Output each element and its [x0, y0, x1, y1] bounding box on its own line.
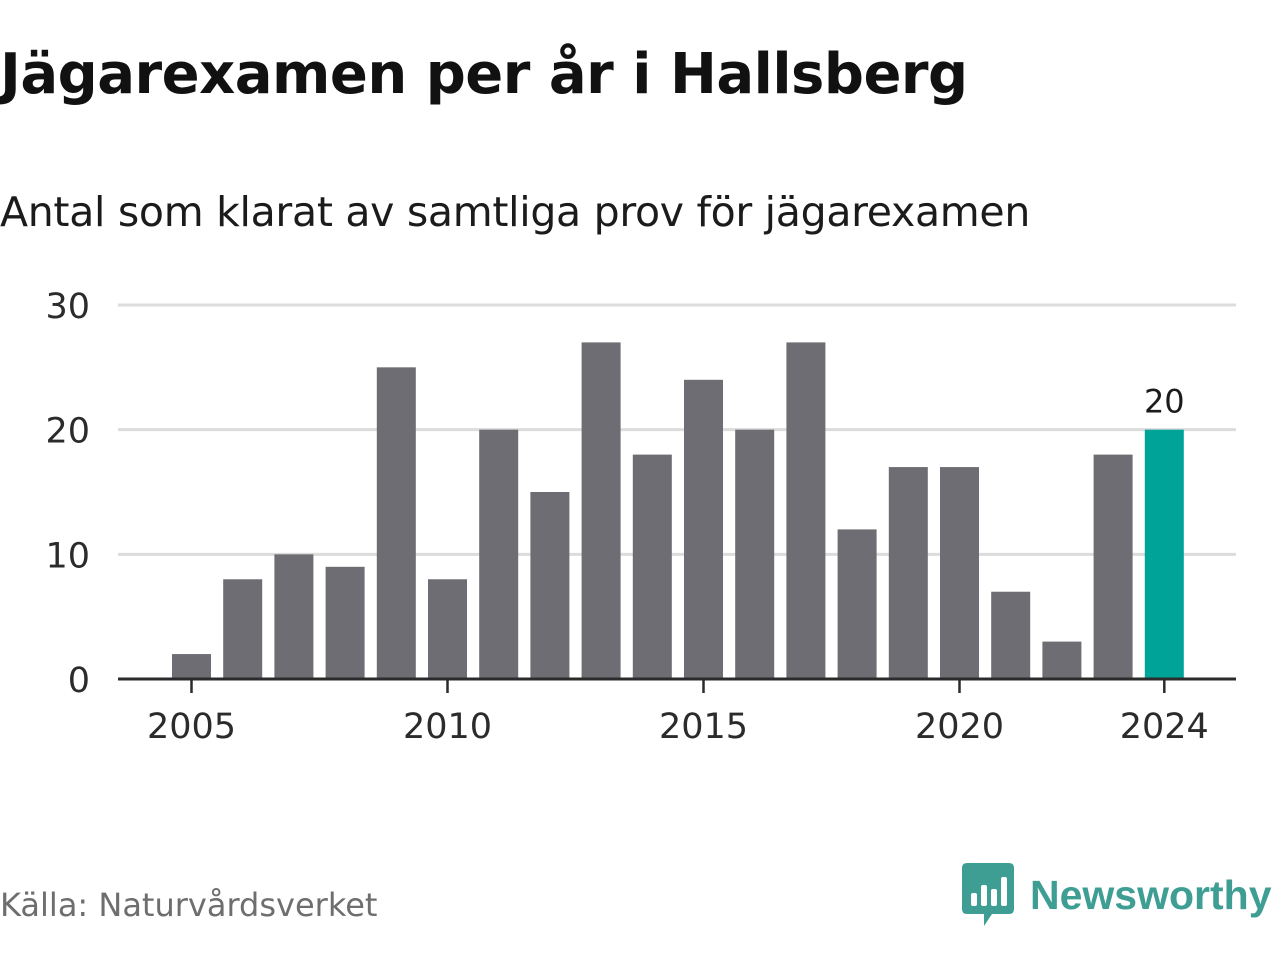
bar	[735, 429, 775, 679]
x-tick-label: 2024	[1120, 707, 1209, 747]
x-tick-label: 2015	[659, 707, 748, 747]
bar	[428, 579, 467, 679]
brand-logo: Newsworthy	[962, 862, 1272, 928]
bar	[684, 379, 723, 679]
y-tick-label: 30	[45, 287, 90, 327]
bars	[172, 342, 1184, 679]
bar	[940, 467, 979, 679]
brand-name: Newsworthy	[1030, 871, 1272, 918]
x-axis-ticks: 2005 2010 2015 2020 2024	[147, 679, 1209, 747]
bar	[991, 591, 1031, 679]
bar	[376, 367, 416, 679]
gridlines	[118, 303, 1236, 556]
y-tick-label: 0	[68, 661, 90, 701]
bar	[530, 492, 570, 679]
bar	[325, 566, 365, 679]
y-axis-ticks: 0 10 20 30	[45, 287, 90, 701]
bar	[274, 554, 314, 679]
x-tick-label: 2020	[915, 707, 1004, 747]
newsworthy-logo-icon	[962, 863, 1014, 926]
bar	[632, 454, 672, 679]
bar	[223, 579, 263, 679]
bar-highlighted	[1144, 429, 1184, 679]
bar	[1042, 641, 1082, 679]
x-tick-label: 2005	[147, 707, 236, 747]
chart-title: Jägarexamen per år i Hallsberg	[0, 42, 968, 107]
bar	[479, 429, 519, 679]
bar	[581, 342, 621, 679]
y-tick-label: 10	[45, 536, 90, 576]
bar	[1093, 454, 1133, 679]
bar	[786, 342, 826, 679]
bar	[888, 467, 928, 679]
chart-subtitle: Antal som klarat av samtliga prov för jä…	[0, 188, 1031, 236]
data-label: 20	[1144, 383, 1185, 421]
source-note: Källa: Naturvårdsverket	[0, 886, 378, 924]
bar	[172, 654, 211, 679]
bar-chart: 0 10 20 30 2005 2010 2015 2020 2024 20	[45, 287, 1236, 747]
y-tick-label: 20	[45, 412, 90, 452]
x-tick-label: 2010	[403, 707, 492, 747]
data-labels: 20	[1144, 383, 1185, 421]
bar	[837, 529, 877, 679]
